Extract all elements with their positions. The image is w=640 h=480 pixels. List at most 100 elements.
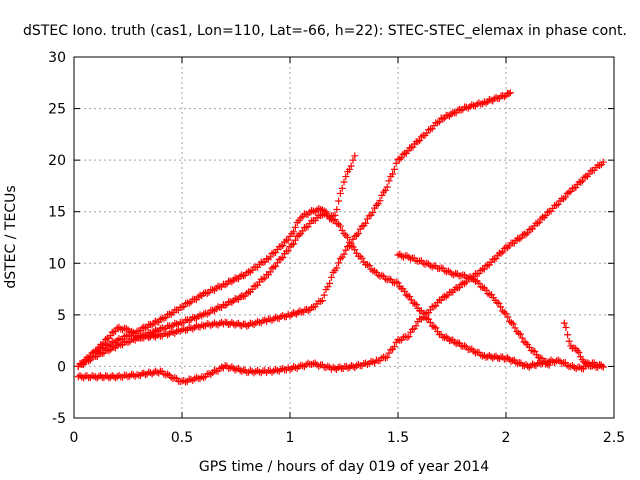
data-point <box>457 106 465 114</box>
data-point <box>515 329 523 337</box>
x-axis-title: GPS time / hours of day 019 of year 2014 <box>199 459 489 475</box>
data-point <box>78 373 86 381</box>
data-point <box>397 154 405 162</box>
data-point <box>333 205 341 213</box>
data-point <box>507 319 515 327</box>
data-point <box>414 138 422 146</box>
data-point <box>545 361 553 369</box>
data-point <box>497 303 505 311</box>
data-point <box>419 313 427 321</box>
data-point <box>577 353 585 361</box>
data-point <box>511 324 519 332</box>
data-point <box>320 291 328 299</box>
data-point <box>151 317 159 325</box>
data-point <box>577 178 585 186</box>
data-point <box>544 208 552 216</box>
data-point <box>406 293 414 301</box>
data-point <box>383 183 391 191</box>
data-point <box>392 159 400 167</box>
data-point <box>507 357 515 365</box>
data-point <box>487 258 495 266</box>
data-point <box>160 315 168 323</box>
data-point <box>155 331 163 339</box>
data-point <box>509 320 517 328</box>
data-point <box>399 150 407 158</box>
data-point <box>333 264 341 272</box>
data-point <box>599 363 607 371</box>
data-point <box>165 310 173 318</box>
data-point <box>183 299 191 307</box>
data-point <box>515 235 523 243</box>
series-sat-e <box>394 250 553 369</box>
data-point <box>290 228 298 236</box>
data-point <box>100 339 108 347</box>
data-point <box>560 319 568 327</box>
data-point <box>482 286 490 294</box>
data-point <box>380 188 388 196</box>
y-tick-label: 30 <box>48 50 66 66</box>
x-tick-label: 1 <box>286 430 295 446</box>
data-point <box>347 162 355 170</box>
data-point <box>387 346 395 354</box>
data-point <box>318 297 326 305</box>
data-point <box>407 296 415 304</box>
data-point <box>482 99 490 107</box>
data-point <box>531 347 539 355</box>
data-point <box>92 347 100 355</box>
data-point <box>499 248 507 256</box>
data-point <box>385 177 393 185</box>
data-point <box>525 226 533 234</box>
data-point <box>479 352 487 360</box>
data-point <box>441 292 449 300</box>
data-point <box>78 360 86 368</box>
data-point <box>599 158 607 166</box>
data-point <box>514 360 522 368</box>
data-point <box>93 346 101 354</box>
data-point <box>492 255 500 263</box>
y-tick-label: 10 <box>48 256 66 272</box>
data-point <box>517 234 525 242</box>
data-point <box>141 324 149 332</box>
x-tick-label: 2.5 <box>603 430 625 446</box>
data-point <box>367 265 375 273</box>
data-point <box>338 184 346 192</box>
data-point <box>573 347 581 355</box>
data-point <box>417 133 425 141</box>
data-point <box>218 363 226 371</box>
data-point <box>151 326 159 334</box>
data-point <box>537 215 545 223</box>
data-point <box>500 93 508 101</box>
data-point <box>331 364 339 372</box>
data-point <box>565 337 573 345</box>
data-point <box>135 333 143 341</box>
data-point <box>295 231 303 239</box>
data-point <box>153 368 161 376</box>
data-point <box>518 334 526 342</box>
data-point <box>329 217 337 225</box>
data-point <box>290 240 298 248</box>
data-point <box>378 191 386 199</box>
data-point <box>442 333 450 341</box>
data-point <box>405 253 413 261</box>
data-point <box>468 274 476 282</box>
data-point <box>522 231 530 239</box>
y-tick-label: 5 <box>57 308 66 324</box>
data-point <box>385 349 393 357</box>
series-sat-d <box>74 158 607 386</box>
y-tick-label: 20 <box>48 153 66 169</box>
data-point <box>80 359 88 367</box>
data-point <box>212 320 220 328</box>
data-point <box>112 327 120 335</box>
data-point <box>425 126 433 134</box>
data-point <box>416 136 424 144</box>
data-point <box>363 215 371 223</box>
data-point <box>228 363 236 371</box>
data-point <box>180 377 188 385</box>
data-point <box>383 353 391 361</box>
data-point <box>354 229 362 237</box>
y-axis-title: dSTEC / TECUs <box>3 185 19 288</box>
data-point <box>296 307 304 315</box>
data-point <box>534 219 542 227</box>
